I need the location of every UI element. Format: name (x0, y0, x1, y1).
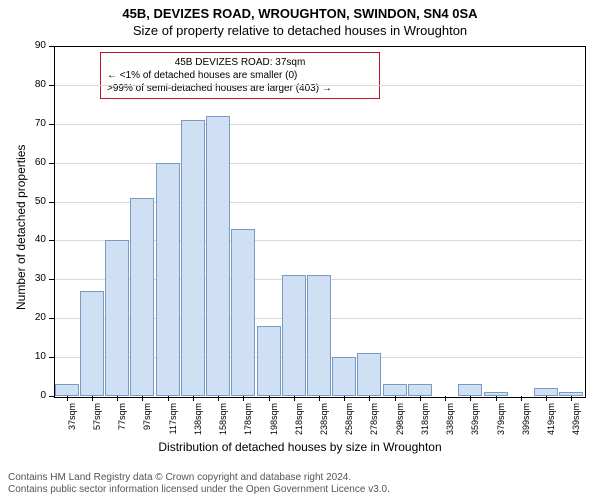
footer-line2: Contains public sector information licen… (8, 484, 390, 496)
ytick-label: 10 (22, 351, 46, 362)
xtick-label: 138sqm (193, 403, 203, 443)
annotation-line2: ← <1% of detached houses are smaller (0) (107, 69, 373, 82)
footer-line1: Contains HM Land Registry data © Crown c… (8, 472, 390, 484)
xtick-label: 419sqm (546, 403, 556, 443)
xtick-mark (420, 396, 421, 401)
ytick-mark (49, 357, 54, 358)
chart-title-main: 45B, DEVIZES ROAD, WROUGHTON, SWINDON, S… (0, 0, 600, 21)
histogram-bar (231, 229, 255, 396)
ytick-label: 70 (22, 118, 46, 129)
histogram-bar (206, 116, 230, 396)
ytick-mark (49, 46, 54, 47)
xtick-mark (470, 396, 471, 401)
ytick-mark (49, 124, 54, 125)
ytick-label: 80 (22, 79, 46, 90)
ytick-mark (49, 163, 54, 164)
histogram-bar (130, 198, 154, 396)
histogram-bar (181, 120, 205, 396)
histogram-bar (307, 275, 331, 396)
xtick-mark (521, 396, 522, 401)
ytick-mark (49, 240, 54, 241)
ytick-mark (49, 279, 54, 280)
histogram-bar (534, 388, 558, 396)
histogram-bar (408, 384, 432, 396)
xtick-label: 399sqm (521, 403, 531, 443)
xtick-mark (344, 396, 345, 401)
xtick-label: 379sqm (496, 403, 506, 443)
y-axis-label: Number of detached properties (14, 145, 28, 310)
gridline (55, 124, 583, 125)
xtick-label: 318sqm (420, 403, 430, 443)
xtick-label: 178sqm (243, 403, 253, 443)
xtick-label: 198sqm (269, 403, 279, 443)
xtick-mark (117, 396, 118, 401)
ytick-mark (49, 85, 54, 86)
xtick-mark (496, 396, 497, 401)
xtick-label: 278sqm (369, 403, 379, 443)
histogram-bar (383, 384, 407, 396)
xtick-label: 97sqm (142, 403, 152, 443)
gridline (55, 163, 583, 164)
histogram-bar (282, 275, 306, 396)
xtick-mark (546, 396, 547, 401)
xtick-mark (319, 396, 320, 401)
ytick-label: 50 (22, 196, 46, 207)
xtick-label: 218sqm (294, 403, 304, 443)
xtick-mark (142, 396, 143, 401)
ytick-label: 0 (22, 390, 46, 401)
xtick-mark (294, 396, 295, 401)
histogram-bar (55, 384, 79, 396)
ytick-mark (49, 202, 54, 203)
xtick-mark (67, 396, 68, 401)
ytick-mark (49, 318, 54, 319)
ytick-label: 90 (22, 40, 46, 51)
xtick-label: 359sqm (470, 403, 480, 443)
annotation-box: 45B DEVIZES ROAD: 37sqm ← <1% of detache… (100, 52, 380, 99)
xtick-label: 37sqm (67, 403, 77, 443)
xtick-mark (92, 396, 93, 401)
ytick-mark (49, 396, 54, 397)
histogram-bar (80, 291, 104, 396)
xtick-label: 439sqm (571, 403, 581, 443)
histogram-bar (156, 163, 180, 396)
ytick-label: 40 (22, 234, 46, 245)
histogram-bar (332, 357, 356, 396)
xtick-label: 57sqm (92, 403, 102, 443)
ytick-label: 20 (22, 312, 46, 323)
histogram-bar (458, 384, 482, 396)
chart-title-sub: Size of property relative to detached ho… (0, 21, 600, 38)
xtick-mark (243, 396, 244, 401)
xtick-mark (168, 396, 169, 401)
xtick-label: 117sqm (168, 403, 178, 443)
footer-attribution: Contains HM Land Registry data © Crown c… (8, 472, 390, 496)
ytick-label: 30 (22, 273, 46, 284)
xtick-mark (369, 396, 370, 401)
xtick-mark (571, 396, 572, 401)
histogram-bar (257, 326, 281, 396)
xtick-label: 158sqm (218, 403, 228, 443)
histogram-bar (105, 240, 129, 396)
xtick-label: 77sqm (117, 403, 127, 443)
xtick-label: 258sqm (344, 403, 354, 443)
gridline (55, 85, 583, 86)
xtick-mark (193, 396, 194, 401)
xtick-mark (218, 396, 219, 401)
xtick-label: 298sqm (395, 403, 405, 443)
xtick-label: 338sqm (445, 403, 455, 443)
xtick-label: 238sqm (319, 403, 329, 443)
ytick-label: 60 (22, 157, 46, 168)
xtick-mark (445, 396, 446, 401)
histogram-bar (357, 353, 381, 396)
xtick-mark (269, 396, 270, 401)
annotation-line1: 45B DEVIZES ROAD: 37sqm (107, 56, 373, 69)
xtick-mark (395, 396, 396, 401)
